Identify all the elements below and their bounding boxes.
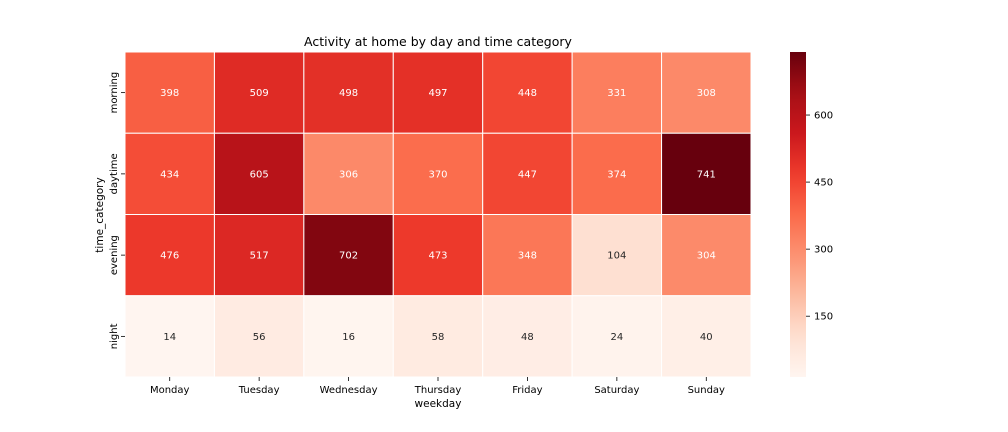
cell-value-label: 398 (160, 88, 179, 99)
cell-value-label: 434 (160, 169, 179, 180)
heatmap-cells: 398 509 498 497 448 331 308 434 605 306 370 447 374 7… (124, 51, 752, 378)
heatmap-cell (571, 214, 663, 297)
heatmap-cell (392, 295, 484, 378)
cell-value-label: 58 (432, 332, 445, 343)
colorbar-tick-label: 150 (814, 312, 833, 323)
cell-value-label: 104 (607, 251, 626, 262)
cell-value-label: 370 (428, 169, 447, 180)
cell-value-label: 24 (610, 332, 623, 343)
y-tick-label: night (109, 323, 120, 349)
heatmap-cell (661, 214, 752, 297)
x-tick-label: Sunday (688, 385, 725, 396)
heatmap-cell (482, 214, 573, 297)
colorbar (790, 52, 806, 377)
heatmap-cell (303, 214, 394, 297)
x-tick-label: Thursday (414, 385, 462, 396)
cell-value-label: 517 (250, 251, 269, 262)
cell-value-label: 447 (518, 169, 537, 180)
chart-title: Activity at home by day and time categor… (304, 34, 572, 49)
cell-value-label: 476 (160, 251, 179, 262)
colorbar-tick-label: 600 (814, 111, 833, 122)
y-axis-ticks: morning daytime evening night (109, 72, 125, 349)
x-tick-label: Friday (512, 385, 542, 396)
x-tick-label: Wednesday (320, 385, 378, 396)
y-tick-label: morning (109, 72, 120, 114)
cell-value-label: 509 (250, 88, 269, 99)
heatmap-cell (482, 51, 573, 134)
heatmap-cell (661, 295, 752, 378)
cell-value-label: 331 (607, 88, 626, 99)
cell-value-label: 306 (339, 169, 358, 180)
cell-value-label: 14 (163, 332, 176, 343)
x-axis-ticks: Monday Tuesday Wednesday Thursday Friday Satu… (150, 377, 725, 396)
heatmap-cell (661, 132, 752, 215)
heatmap-cell (213, 51, 305, 134)
y-axis-label: time_category (94, 177, 106, 252)
cell-value-label: 56 (253, 332, 266, 343)
cell-value-label: 498 (339, 88, 358, 99)
cell-value-label: 473 (428, 251, 447, 262)
x-tick-label: Saturday (594, 385, 639, 396)
heatmap-cell (482, 132, 573, 215)
cell-value-label: 308 (697, 88, 716, 99)
heatmap-cell (571, 295, 663, 378)
y-tick-label: daytime (109, 153, 120, 194)
heatmap-cell (303, 51, 394, 134)
heatmap-cell (303, 132, 394, 215)
cell-value-label: 348 (518, 251, 537, 262)
colorbar-tick-label: 450 (814, 178, 833, 189)
heatmap-cell (392, 214, 484, 297)
y-tick-label: evening (109, 235, 120, 275)
heatmap-cell (124, 51, 215, 134)
cell-value-label: 374 (607, 169, 626, 180)
colorbar-tick-label: 300 (814, 245, 833, 256)
cell-value-label: 448 (518, 88, 537, 99)
x-tick-label: Monday (150, 385, 190, 396)
cell-value-label: 605 (250, 169, 269, 180)
heatmap-cell (213, 214, 305, 297)
heatmap-cell (392, 51, 484, 134)
x-tick-label: Tuesday (238, 385, 280, 396)
heatmap-cell (571, 51, 663, 134)
heatmap-cell (213, 295, 305, 378)
heatmap-cell (124, 295, 215, 378)
cell-value-label: 40 (700, 332, 713, 343)
x-axis-label: weekday (415, 398, 462, 410)
cell-value-label: 48 (521, 332, 534, 343)
colorbar-ticks: 150 300 450 600 (806, 111, 833, 323)
cell-value-label: 741 (697, 169, 716, 180)
cell-value-label: 16 (342, 332, 355, 343)
heatmap-cell (571, 132, 663, 215)
cell-value-label: 702 (339, 251, 358, 262)
cell-value-label: 497 (428, 88, 447, 99)
cell-value-label: 304 (697, 251, 716, 262)
